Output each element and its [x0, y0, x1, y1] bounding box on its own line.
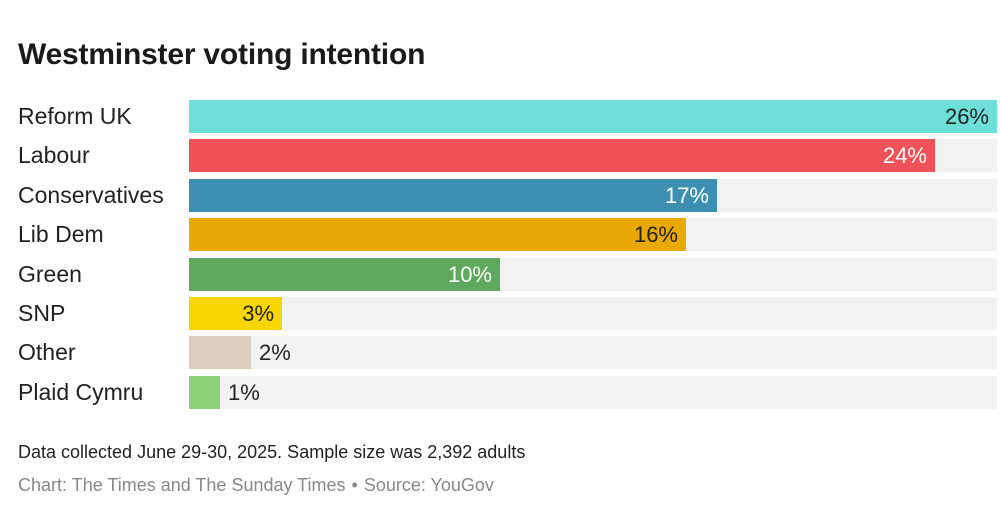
bar: [189, 297, 282, 330]
chart-credit: Chart: The Times and The Sunday Times: [18, 475, 346, 495]
bar-track: 3%: [189, 297, 997, 330]
bar-row: SNP 3%: [0, 297, 1000, 330]
footnote: Data collected June 29-30, 2025. Sample …: [18, 442, 526, 462]
bar: [189, 218, 686, 252]
category-label: Reform UK: [18, 103, 132, 129]
category-label: Labour: [18, 142, 90, 169]
value-label: 3%: [242, 301, 274, 326]
value-label: 16%: [633, 222, 678, 248]
category-label: Other: [18, 339, 76, 366]
value-label: 26%: [944, 104, 989, 129]
bar: [189, 375, 220, 409]
bar-row: Conservatives 17%: [0, 178, 1000, 212]
value-label: 17%: [664, 182, 709, 208]
value-label: 24%: [882, 143, 927, 169]
category-label: Conservatives: [18, 181, 164, 208]
bar-chart: Reform UK 26% Labour 24% Conservatives 17% Lib…: [0, 100, 1000, 412]
bar: [189, 178, 717, 212]
bar-row: Plaid Cymru 1%: [0, 375, 1000, 409]
bar: [189, 139, 935, 173]
bar-row: Lib Dem 16%: [0, 218, 1000, 252]
category-label: SNP: [18, 300, 66, 326]
bar-row: Other 2%: [0, 336, 1000, 370]
category-label: Green: [18, 260, 82, 287]
bar-track: 16%: [189, 218, 997, 252]
credit-separator: •: [351, 475, 358, 495]
bar-row: Labour 24%: [0, 139, 1000, 173]
bar: [189, 257, 500, 291]
value-label: 10%: [447, 261, 492, 287]
source-credit: Source: YouGov: [363, 475, 494, 495]
bar: [189, 336, 251, 370]
bar-track: 24%: [189, 139, 997, 173]
chart-title: Westminster voting intention: [18, 38, 426, 71]
bar-row: Green 10%: [0, 257, 1000, 291]
category-label: Plaid Cymru: [18, 378, 144, 405]
bar-row: Reform UK 26%: [0, 100, 1000, 133]
bar-track: 17%: [189, 178, 997, 212]
credit-line: Chart: The Times and The Sunday Times • So…: [18, 475, 494, 496]
bar-track: 2%: [189, 336, 997, 370]
bar: [189, 100, 997, 133]
value-label: 1%: [228, 379, 260, 405]
bar-track: 26%: [189, 100, 997, 133]
bar-track: 10%: [189, 257, 997, 291]
value-label: 2%: [259, 340, 291, 366]
category-label: Lib Dem: [18, 221, 104, 248]
bar-track: 1%: [189, 375, 997, 409]
